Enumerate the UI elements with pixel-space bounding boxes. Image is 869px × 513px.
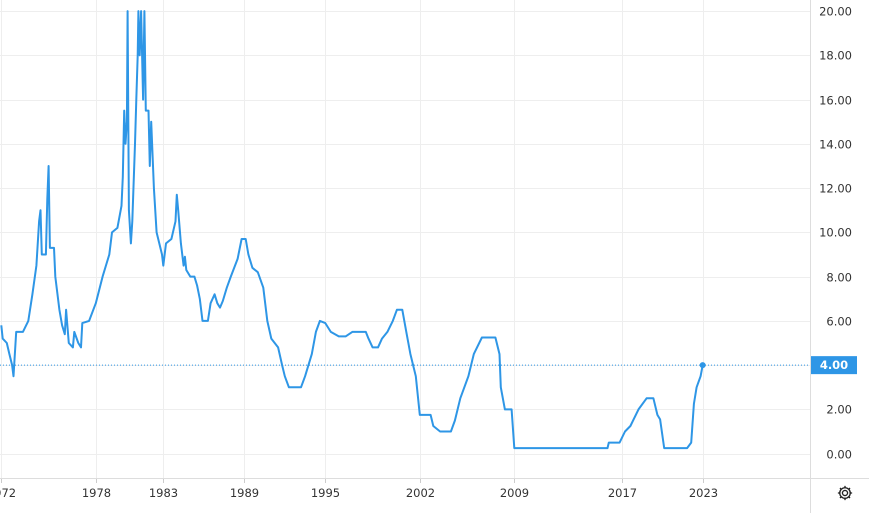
x-tick-label: 1972 [0,486,16,500]
y-tick-label: 12.00 [819,182,852,196]
x-tick-label: 2009 [500,486,529,500]
series-line [0,10,704,450]
y-tick-label: 0.00 [826,448,852,462]
x-tick-label: 1978 [82,486,111,500]
y-tick-label: 2.00 [826,403,852,417]
y-tick-label: 6.00 [826,315,852,329]
x-tick-label: 2017 [608,486,637,500]
y-tick-label: 18.00 [819,49,852,63]
x-tick-label: 1983 [149,486,178,500]
x-tick-label: 1995 [311,486,340,500]
x-tick-label: 1989 [230,486,259,500]
y-tick-label: 14.00 [819,138,852,152]
y-tick-label: 8.00 [826,271,852,285]
y-tick-label: 20.00 [819,5,852,19]
last-value-label: 4.00 [820,358,848,372]
x-tick-label: 2023 [689,486,718,500]
y-tick-label: 10.00 [819,226,852,240]
gear-icon [837,485,853,501]
y-tick-label: 16.00 [819,94,852,108]
settings-button[interactable] [833,481,857,505]
last-value-badge [811,356,857,375]
last-point-marker [699,362,706,369]
x-tick-label: 2002 [406,486,435,500]
